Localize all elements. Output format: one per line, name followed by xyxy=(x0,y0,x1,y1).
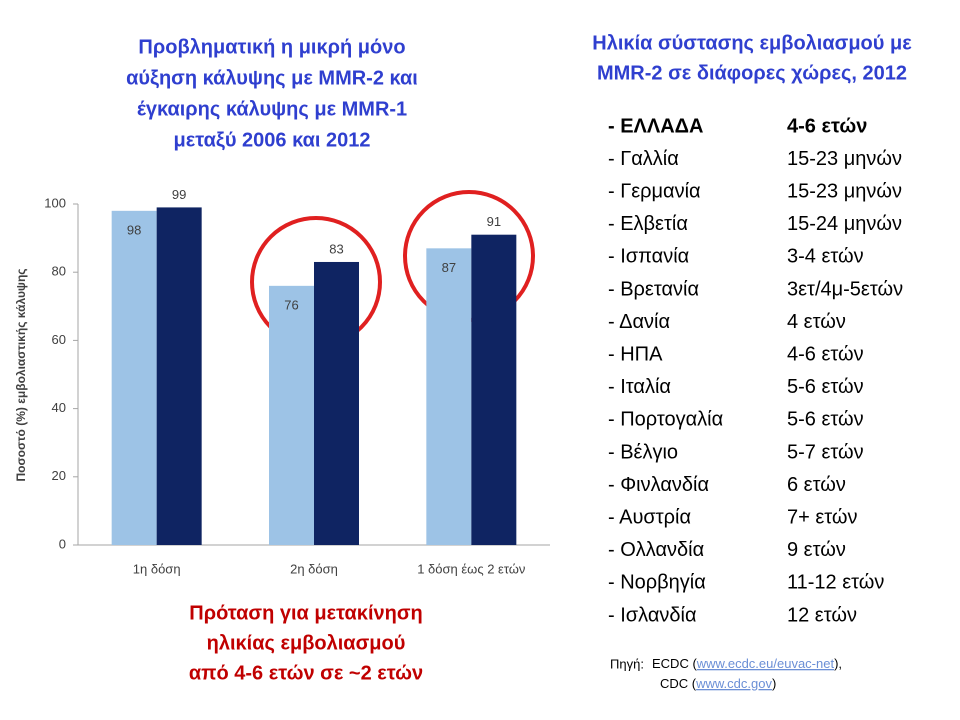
age: 4-6 ετών xyxy=(787,115,867,137)
data-label: 91 xyxy=(487,214,501,229)
source-text: ), xyxy=(834,656,842,671)
source-text: ) xyxy=(772,676,776,691)
country: - Πορτογαλία xyxy=(608,409,723,431)
y-tick-label: 100 xyxy=(44,195,66,210)
country: - Βέλγιο xyxy=(608,441,678,463)
source-line: CDC (www.cdc.gov) xyxy=(660,676,776,691)
x-tick-label: 1η δόση xyxy=(133,561,181,576)
age: 5-7 ετών xyxy=(787,441,864,463)
country: - Φινλανδία xyxy=(608,474,709,496)
age: 4-6 ετών xyxy=(787,343,864,365)
age: 4 ετών xyxy=(787,311,846,333)
age: 15-23 μηνών xyxy=(787,148,902,170)
age: 6 ετών xyxy=(787,474,846,496)
data-label: 87 xyxy=(442,260,456,275)
bar xyxy=(426,248,472,545)
country: - ΕΛΛΑΔΑ xyxy=(608,115,704,137)
bar xyxy=(269,285,314,545)
country: - Γερμανία xyxy=(608,180,701,202)
data-label: 76 xyxy=(284,297,298,312)
age: 5-6 ετών xyxy=(787,409,864,431)
country: - Βρετανία xyxy=(608,278,699,300)
age: 3ετ/4μ-5ετών xyxy=(787,278,903,300)
country: - Ισπανία xyxy=(608,246,689,268)
source-label: Πηγή: xyxy=(610,656,644,671)
source-text: CDC ( xyxy=(660,676,697,691)
age: 7+ ετών xyxy=(787,506,858,528)
y-tick-label: 20 xyxy=(52,468,66,483)
table-title: MMR-2 σε διάφορες χώρες, 2012 xyxy=(597,62,907,84)
age: 11-12 ετών xyxy=(787,572,884,594)
age: 15-24 μηνών xyxy=(787,213,902,235)
data-label: 99 xyxy=(172,187,186,202)
data-label: 98 xyxy=(127,222,141,237)
source-link: www.ecdc.eu/euvac-net xyxy=(696,656,835,671)
age: 3-4 ετών xyxy=(787,246,864,268)
country: - Δανία xyxy=(608,311,670,333)
country: - Ελβετία xyxy=(608,213,688,235)
y-axis-label: Ποσοστό (%) εμβολιαστικής κάλυψης xyxy=(14,268,28,481)
note: από 4-6 ετών σε ~2 ετών xyxy=(189,662,423,684)
bar xyxy=(314,261,359,545)
bar xyxy=(156,207,202,545)
country: - Γαλλία xyxy=(608,148,679,170)
country: - Αυστρία xyxy=(608,506,691,528)
y-tick-label: 40 xyxy=(52,400,66,415)
country: - Νορβηγία xyxy=(608,572,706,594)
data-label: 83 xyxy=(329,241,343,256)
country: - Ολλανδία xyxy=(608,539,704,561)
age: 15-23 μηνών xyxy=(787,180,902,202)
chart-title: έγκαιρης κάλυψης με MMR-1 xyxy=(137,98,407,120)
age: 12 ετών xyxy=(787,604,857,626)
x-tick-label: 1 δόση έως 2 ετών xyxy=(417,561,525,576)
x-tick-label: 2η δόση xyxy=(290,561,338,576)
source-text: ECDC ( xyxy=(652,656,697,671)
source-link: www.cdc.gov xyxy=(695,676,772,691)
chart-title: μεταξύ 2006 και 2012 xyxy=(174,129,371,151)
source-line: ECDC (www.ecdc.eu/euvac-net), xyxy=(652,656,842,671)
age: 5-6 ετών xyxy=(787,376,864,398)
y-tick-label: 80 xyxy=(52,264,66,279)
country: - ΗΠΑ xyxy=(608,343,663,365)
chart-title: Προβληματική η μικρή μόνο xyxy=(138,36,405,58)
y-tick-label: 60 xyxy=(52,332,66,347)
bar xyxy=(471,234,517,545)
chart-title: αύξηση κάλυψης με MMR-2 και xyxy=(126,67,418,89)
bar xyxy=(111,210,157,545)
age: 9 ετών xyxy=(787,539,846,561)
country: - Ισλανδία xyxy=(608,604,697,626)
note: Πρόταση για μετακίνηση xyxy=(189,602,422,624)
note: ηλικίας εμβολιασμού xyxy=(207,632,406,654)
table-title: Ηλικία σύστασης εμβολιασμού με xyxy=(592,32,912,54)
country: - Ιταλία xyxy=(608,376,671,398)
y-tick-label: 0 xyxy=(59,536,66,551)
